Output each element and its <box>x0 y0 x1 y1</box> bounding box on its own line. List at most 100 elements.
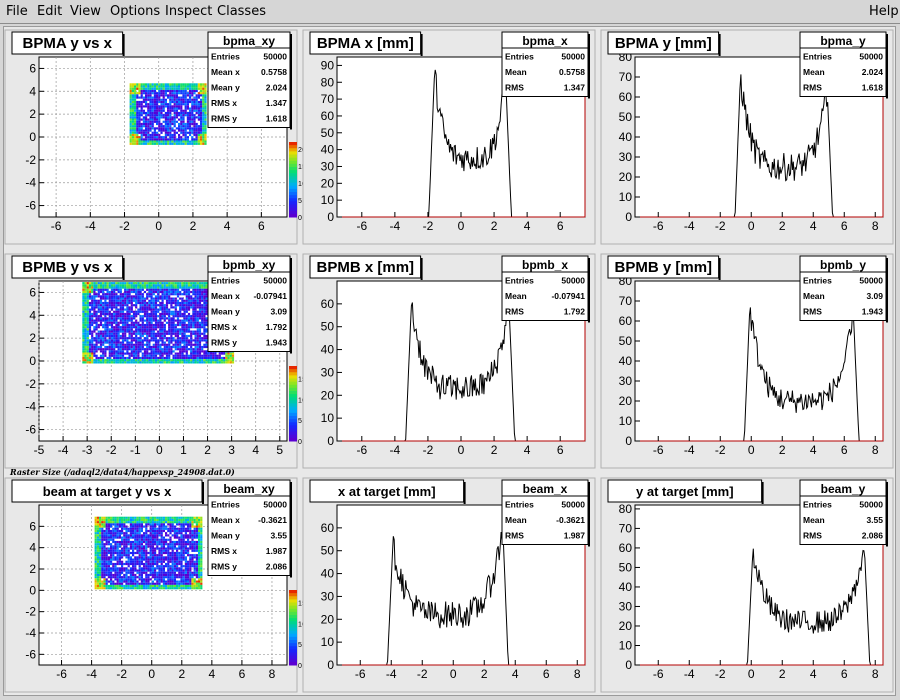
heat-cell <box>147 87 150 90</box>
heat-cell <box>126 348 129 351</box>
heat-cell <box>218 352 221 355</box>
heat-cell <box>150 326 153 329</box>
heat-cell <box>136 131 139 134</box>
heat-cell <box>99 536 102 539</box>
heat-cell <box>203 323 206 327</box>
heat-cell <box>129 125 132 128</box>
heat-cell <box>128 290 131 294</box>
heat-cell <box>138 584 141 588</box>
x-tick-label: 2 <box>491 443 498 457</box>
stats-box <box>501 31 589 97</box>
heat-cell <box>140 536 143 539</box>
heat-cell <box>142 125 145 128</box>
heat-cell <box>156 105 159 108</box>
heat-cell <box>168 326 171 329</box>
heat-cell <box>173 85 176 88</box>
heat-cell <box>161 286 164 289</box>
heat-cell <box>165 332 169 335</box>
menu-edit[interactable]: Edit <box>37 4 63 19</box>
heat-cell <box>193 565 196 568</box>
heat-cell <box>156 556 159 559</box>
heat-cell <box>108 315 111 318</box>
heat-cell <box>145 83 148 86</box>
heat-cell <box>174 354 177 357</box>
heat-cell <box>95 350 98 353</box>
heat-cell <box>179 359 182 362</box>
heat-cell <box>102 330 105 333</box>
heat-cell <box>153 140 156 143</box>
heat-cell <box>161 356 164 360</box>
heat-cell <box>118 582 121 585</box>
menu-file[interactable]: File <box>6 4 28 19</box>
heat-cell <box>185 295 188 298</box>
heat-cell <box>169 556 172 559</box>
heat-cell <box>139 299 142 302</box>
heat-cell <box>150 348 153 351</box>
colorbar-tick-label: 10 <box>298 397 306 404</box>
heat-cell <box>115 354 118 357</box>
heat-cell <box>146 328 149 331</box>
heat-cell <box>202 125 205 128</box>
heat-cell <box>165 356 169 360</box>
heat-cell <box>131 125 134 128</box>
heat-cell <box>189 569 192 572</box>
heat-cell <box>118 554 121 557</box>
heat-cell <box>99 290 103 294</box>
heat-cell <box>195 136 198 139</box>
heat-cell <box>138 549 141 552</box>
heat-cell <box>201 356 204 360</box>
heat-cell <box>105 527 108 530</box>
menu-view[interactable]: View <box>70 4 101 19</box>
heat-cell <box>149 560 152 563</box>
heat-cell <box>154 319 158 322</box>
heat-cell <box>156 100 159 104</box>
menu-options[interactable]: Options <box>110 4 161 19</box>
heat-cell <box>99 560 102 563</box>
heat-cell <box>149 549 152 552</box>
heat-cell <box>160 94 163 97</box>
heat-cell <box>110 352 114 355</box>
heat-cell <box>156 565 159 568</box>
heat-cell <box>152 348 155 351</box>
heat-cell <box>121 567 124 570</box>
heat-cell <box>193 556 196 559</box>
heat-cell <box>197 125 200 128</box>
menu-help[interactable]: Help <box>869 4 899 19</box>
heat-cell <box>108 356 111 360</box>
stats-value: 2.024 <box>266 83 288 93</box>
menu-classes[interactable]: Classes <box>217 4 266 19</box>
heat-cell <box>181 304 184 307</box>
heat-cell <box>184 133 187 137</box>
heat-cell <box>186 140 189 143</box>
heat-cell <box>169 518 172 522</box>
heat-cell <box>110 549 113 552</box>
heat-cell <box>147 94 150 97</box>
heat-cell <box>161 350 164 353</box>
heat-cell <box>212 361 215 364</box>
heat-cell <box>194 337 197 340</box>
heat-cell <box>184 103 187 106</box>
heat-cell <box>104 295 107 298</box>
heat-cell <box>204 87 207 90</box>
heat-cell <box>96 554 99 557</box>
heat-cell <box>152 343 155 346</box>
heat-cell <box>169 532 172 535</box>
heat-cell <box>153 136 156 139</box>
heat-cell <box>123 573 126 577</box>
heat-cell <box>145 558 148 561</box>
y-tick-label: 0 <box>625 210 632 224</box>
heat-cell <box>86 350 89 353</box>
heat-cell <box>82 352 85 355</box>
heat-cell <box>126 282 129 285</box>
heat-cell <box>186 94 189 97</box>
heat-cell <box>147 521 150 524</box>
chart-title: BPMB y vs x <box>22 259 113 276</box>
heat-cell <box>121 312 125 316</box>
heat-cell <box>190 319 193 322</box>
heat-cell <box>104 288 107 291</box>
heat-cell <box>195 89 198 93</box>
menu-inspect[interactable]: Inspect <box>165 4 213 19</box>
heat-cell <box>104 286 107 289</box>
heat-cell <box>197 116 200 119</box>
